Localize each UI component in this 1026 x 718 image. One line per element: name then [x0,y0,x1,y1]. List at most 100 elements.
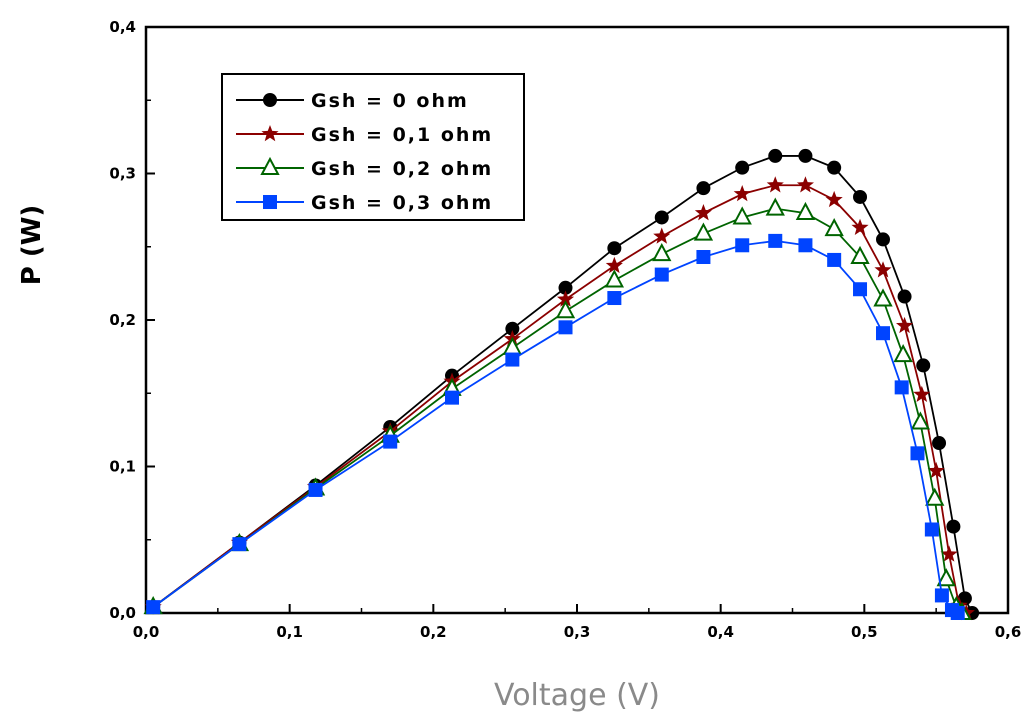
data-point [853,282,868,297]
data-point [910,446,925,461]
data-point [654,210,669,225]
data-point [653,227,671,244]
data-point [827,252,842,267]
series-line [152,184,967,614]
data-point [850,245,870,265]
x-tick-label: 0,6 [995,623,1022,641]
legend-item: Gsh = 0,3 ohm [236,192,493,214]
legend-item: Gsh = 0,2 ohm [236,156,493,180]
data-point [936,568,956,587]
data-point [505,321,520,336]
data-point [916,358,931,373]
data-point [795,201,816,221]
data-point [558,280,573,295]
data-point [957,591,972,606]
data-point [897,289,912,304]
y-axis-title: P (W) [17,205,47,286]
legend-label: Gsh = 0,3 ohm [311,192,493,214]
series-3 [143,197,972,620]
legend-label: Gsh = 0,2 ohm [311,158,493,180]
x-axis-title: Voltage (V) [494,678,660,713]
x-tick-label: 0,3 [564,623,591,641]
legend-marker [263,195,277,209]
legend-label: Gsh = 0 ohm [311,90,469,112]
data-point [896,316,914,334]
data-point [893,344,913,363]
data-point [732,206,752,225]
data-point [768,148,783,163]
data-point [768,233,783,248]
data-point [654,267,669,282]
data-point [693,222,714,241]
data-point [925,487,945,506]
y-tick-label: 0,3 [109,165,136,183]
x-tick-label: 0,5 [851,623,878,641]
y-tick-label: 0,0 [109,604,136,622]
data-point [825,190,843,208]
data-point [556,290,575,307]
data-point [798,148,813,163]
data-point [735,160,750,175]
legend-item: Gsh = 0,1 ohm [236,124,493,146]
legend-label: Gsh = 0,1 ohm [311,124,493,146]
data-point [555,300,576,319]
x-tick-label: 0,1 [276,623,303,641]
data-point [694,204,712,221]
data-point [934,588,949,603]
legend-item: Gsh = 0 ohm [236,90,469,112]
data-point [383,434,398,449]
data-point [765,197,785,216]
data-point [652,242,672,262]
data-point [876,326,891,341]
data-point [853,189,868,204]
data-point [932,436,947,451]
data-point [308,482,323,497]
ticks-layer: 0,0 0,1 0,2 0,3 0,4 0,5 0,6 0,0 0,1 0,2 0,3 0,4 [109,18,1021,641]
series-line [152,207,963,614]
data-point [607,241,622,256]
data-point [798,238,813,253]
x-tick-label: 0,0 [133,623,160,641]
data-point [502,336,523,355]
data-point [232,537,247,552]
data-point [558,320,573,335]
data-point [946,519,961,534]
data-point [605,256,623,274]
y-tick-label: 0,2 [109,311,136,329]
legend-marker [261,125,279,142]
data-point [445,390,460,405]
series-line [152,239,959,614]
y-tick-label: 0,4 [109,18,136,36]
legend: Gsh = 0 ohm Gsh = 0,1 ohm Gsh = 0,2 ohm Gsh… [221,73,525,221]
data-point [927,461,945,479]
data-point [940,545,958,562]
data-point [827,160,842,175]
data-point [604,269,625,288]
series-layer [143,148,980,621]
data-point [851,218,869,235]
data-point [873,288,893,307]
data-point [874,261,892,278]
y-tick-label: 0,1 [109,458,136,476]
data-point [876,232,891,247]
data-point [924,522,939,537]
legend-marker [263,93,277,107]
data-point [505,352,520,367]
series-2 [144,176,975,621]
data-point [146,600,161,615]
data-point [607,291,622,306]
x-tick-label: 0,4 [707,623,734,641]
data-point [913,385,931,402]
legend-marker [260,156,280,175]
data-point [696,250,711,265]
series-line [152,155,973,614]
data-point [696,181,711,196]
x-tick-label: 0,2 [420,623,447,641]
data-point [894,380,909,395]
data-point [735,238,750,253]
data-point [824,218,844,237]
data-point [766,176,784,193]
data-point [796,176,814,193]
data-point [733,185,751,202]
